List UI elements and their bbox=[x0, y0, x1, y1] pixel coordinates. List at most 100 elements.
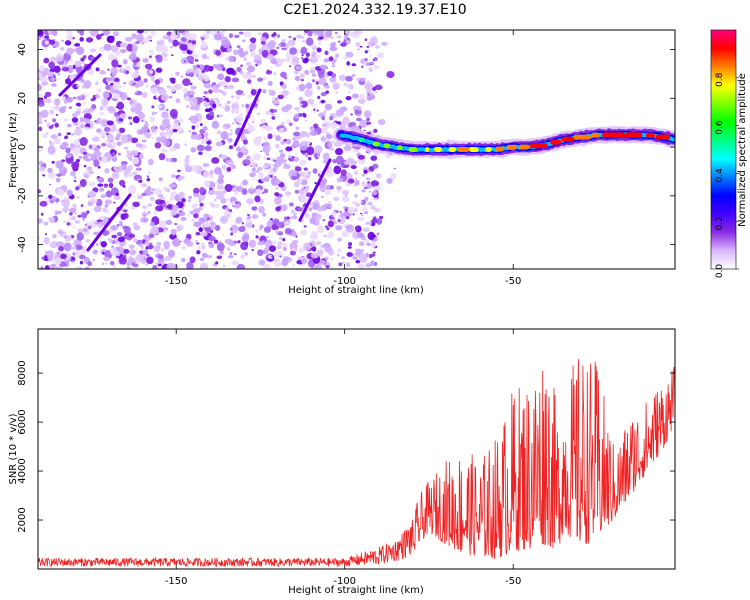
noise-speckle bbox=[71, 59, 74, 62]
noise-speckle bbox=[144, 240, 150, 247]
noise-speckle bbox=[319, 127, 328, 134]
noise-speckle bbox=[133, 222, 138, 227]
noise-speckle bbox=[238, 50, 246, 58]
noise-speckle bbox=[323, 84, 331, 89]
noise-speckle bbox=[253, 58, 258, 63]
snr-y-ticks: 2000 4000 6000 8000 bbox=[17, 360, 675, 533]
noise-speckle bbox=[127, 206, 130, 209]
noise-speckle bbox=[359, 119, 367, 129]
noise-speckle bbox=[352, 31, 360, 39]
noise-speckle bbox=[206, 140, 212, 145]
noise-speckle bbox=[301, 57, 304, 60]
noise-speckle bbox=[341, 261, 345, 264]
noise-speckle bbox=[343, 144, 352, 152]
noise-speckle bbox=[372, 185, 381, 191]
noise-speckle bbox=[372, 87, 377, 91]
noise-speckle bbox=[111, 71, 117, 77]
noise-speckle bbox=[96, 128, 102, 134]
noise-speckle bbox=[58, 245, 64, 252]
noise-speckle bbox=[309, 203, 313, 206]
noise-speckle bbox=[167, 249, 175, 258]
noise-speckle bbox=[244, 50, 249, 55]
noise-speckle bbox=[48, 194, 53, 199]
noise-speckle bbox=[142, 205, 145, 208]
noise-speckle bbox=[285, 146, 293, 152]
noise-speckle bbox=[169, 233, 177, 240]
noise-speckle bbox=[364, 50, 368, 54]
noise-speckle bbox=[319, 248, 324, 251]
noise-speckle bbox=[175, 71, 180, 76]
noise-speckle bbox=[157, 254, 164, 259]
noise-speckle bbox=[221, 30, 226, 34]
noise-speckle bbox=[361, 65, 364, 68]
noise-speckle bbox=[359, 212, 363, 215]
noise-speckle bbox=[70, 222, 74, 225]
noise-speckle bbox=[361, 189, 366, 193]
noise-speckle bbox=[180, 44, 188, 51]
noise-speckle bbox=[341, 230, 349, 238]
noise-speckle bbox=[265, 125, 273, 132]
noise-speckle bbox=[329, 76, 337, 83]
noise-speckle bbox=[313, 213, 318, 219]
noise-speckle bbox=[229, 252, 233, 255]
noise-speckle bbox=[172, 238, 181, 247]
noise-speckle bbox=[130, 106, 136, 113]
noise-speckle bbox=[247, 79, 252, 84]
noise-speckle bbox=[180, 216, 187, 221]
noise-speckle bbox=[65, 153, 72, 159]
noise-speckle bbox=[101, 72, 104, 75]
noise-speckle bbox=[320, 205, 328, 212]
noise-speckle bbox=[112, 92, 120, 100]
noise-speckle bbox=[283, 47, 287, 51]
noise-speckle bbox=[317, 41, 322, 45]
noise-speckle bbox=[145, 254, 150, 257]
noise-speckle bbox=[124, 167, 131, 174]
track-hotspot bbox=[550, 139, 562, 145]
noise-speckle bbox=[289, 47, 297, 55]
noise-speckle bbox=[352, 201, 358, 206]
noise-speckle bbox=[98, 90, 102, 93]
noise-speckle bbox=[276, 46, 280, 50]
noise-speckle bbox=[206, 99, 210, 103]
noise-speckle bbox=[131, 262, 135, 267]
noise-speckle bbox=[160, 93, 169, 101]
noise-speckle bbox=[266, 157, 271, 161]
noise-speckle bbox=[100, 105, 103, 108]
noise-speckle bbox=[288, 216, 293, 220]
noise-speckle bbox=[141, 41, 145, 45]
noise-speckle bbox=[301, 54, 304, 57]
noise-speckle bbox=[184, 143, 188, 146]
noise-speckle bbox=[345, 40, 350, 43]
noise-speckle bbox=[115, 49, 121, 56]
noise-speckle bbox=[195, 232, 201, 236]
noise-speckle bbox=[54, 210, 60, 216]
noise-speckle bbox=[38, 144, 43, 153]
noise-speckle bbox=[90, 98, 95, 102]
noise-speckle bbox=[257, 241, 264, 246]
noise-speckle bbox=[189, 96, 198, 107]
noise-speckle bbox=[286, 216, 290, 219]
noise-speckle bbox=[323, 110, 327, 114]
noise-speckle bbox=[229, 132, 233, 136]
noise-speckle bbox=[93, 147, 100, 152]
colorbar-tick-label: 0.2 bbox=[715, 216, 725, 230]
noise-speckle bbox=[69, 212, 73, 216]
noise-speckle bbox=[115, 128, 120, 133]
noise-speckle bbox=[228, 33, 234, 39]
noise-speckle bbox=[115, 192, 119, 197]
noise-speckle bbox=[264, 248, 269, 253]
noise-speckle bbox=[97, 183, 104, 187]
noise-speckle bbox=[191, 219, 195, 222]
heatmap-y-axis-label: Frequency (Hz) bbox=[8, 112, 19, 188]
noise-speckle bbox=[157, 105, 163, 109]
noise-speckle bbox=[201, 40, 204, 42]
noise-speckle bbox=[126, 149, 130, 154]
noise-speckle bbox=[367, 181, 371, 184]
noise-speckle bbox=[103, 43, 112, 51]
noise-speckle bbox=[228, 145, 234, 150]
noise-speckle bbox=[253, 172, 256, 176]
noise-speckle bbox=[311, 53, 316, 57]
noise-speckle bbox=[112, 31, 119, 37]
noise-speckle bbox=[179, 209, 183, 213]
